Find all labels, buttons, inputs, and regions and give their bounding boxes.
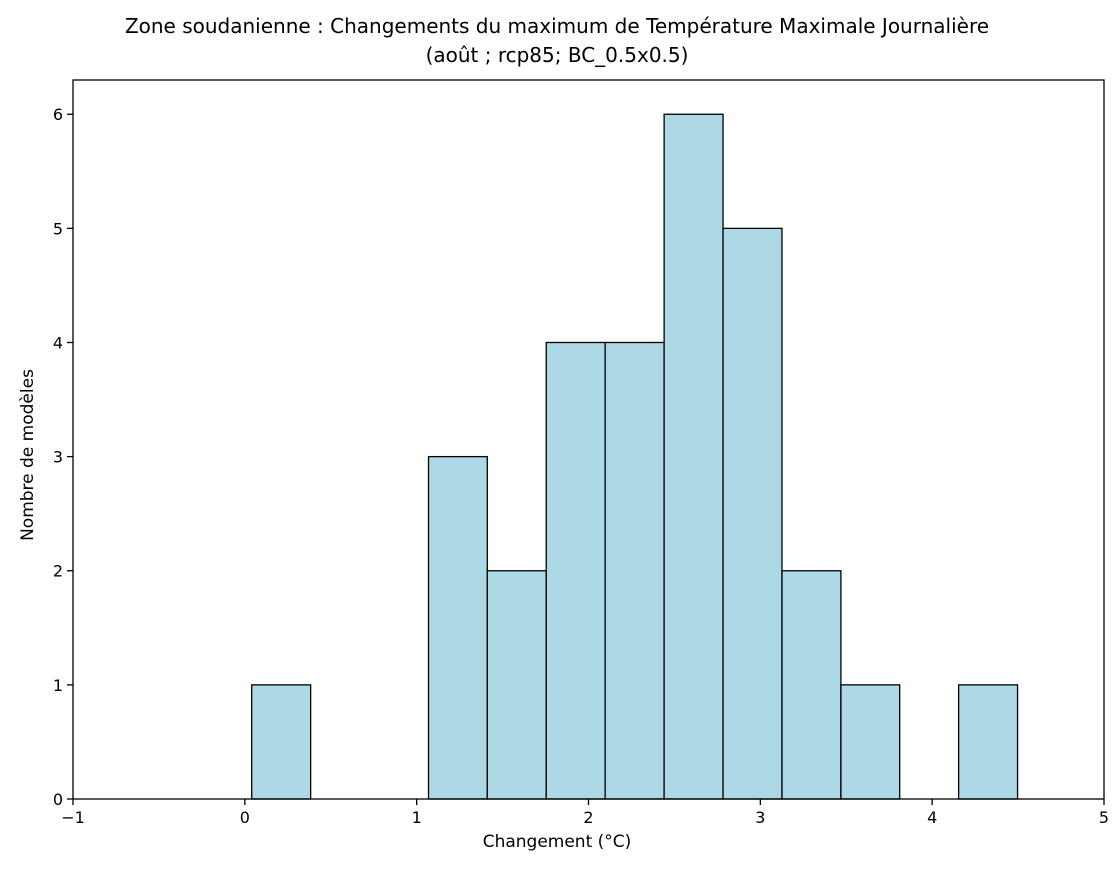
x-axis-label: Changement (°C) xyxy=(482,832,632,852)
y-tick-label: 1 xyxy=(53,676,63,695)
histogram-bar xyxy=(663,113,724,800)
y-tick-label: 4 xyxy=(53,333,63,352)
y-tick-label: 3 xyxy=(53,448,63,467)
y-axis-label: Nombre de modèles xyxy=(18,369,38,541)
histogram-bar xyxy=(604,341,665,800)
y-tick-label: 6 xyxy=(53,105,63,124)
x-tick-label: 5 xyxy=(1099,808,1109,827)
x-tick-label: 2 xyxy=(583,808,593,827)
chart-title-line2: (août ; rcp85; BC_0.5x0.5) xyxy=(425,43,689,67)
histogram-bar xyxy=(251,684,312,800)
y-tick-label: 0 xyxy=(53,790,63,809)
histogram-bar xyxy=(486,570,547,800)
y-tick-label: 5 xyxy=(53,219,63,238)
x-tick-label: 3 xyxy=(755,808,765,827)
histogram-bar xyxy=(427,455,488,800)
chart-title-line1: Zone soudanienne : Changements du maximu… xyxy=(124,14,990,38)
x-tick-label: 1 xyxy=(412,808,422,827)
histogram-bar xyxy=(957,684,1019,800)
histogram-bar xyxy=(722,227,783,800)
y-tick-label: 2 xyxy=(53,562,63,581)
histogram-bar xyxy=(840,684,901,800)
histogram-bar xyxy=(781,570,842,800)
x-tick-label: 0 xyxy=(240,808,250,827)
x-tick-label: −1 xyxy=(61,808,85,827)
histogram-bar xyxy=(545,341,606,800)
x-tick-label: 4 xyxy=(927,808,937,827)
